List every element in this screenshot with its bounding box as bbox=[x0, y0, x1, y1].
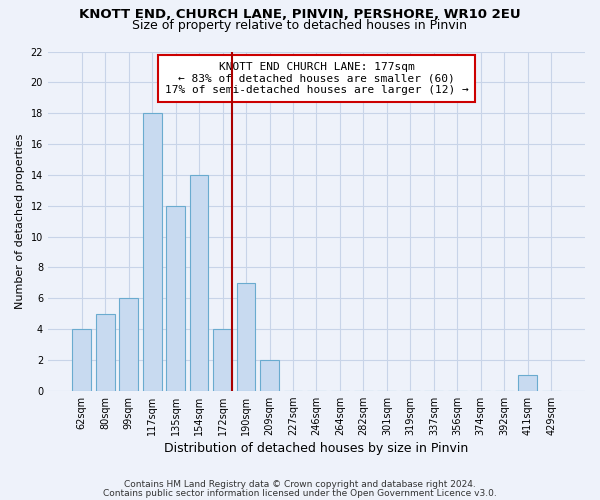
Bar bbox=[236, 283, 256, 391]
Bar bbox=[260, 360, 279, 390]
Text: Contains public sector information licensed under the Open Government Licence v3: Contains public sector information licen… bbox=[103, 488, 497, 498]
Bar bbox=[213, 329, 232, 390]
Text: KNOTT END, CHURCH LANE, PINVIN, PERSHORE, WR10 2EU: KNOTT END, CHURCH LANE, PINVIN, PERSHORE… bbox=[79, 8, 521, 20]
Y-axis label: Number of detached properties: Number of detached properties bbox=[15, 134, 25, 309]
X-axis label: Distribution of detached houses by size in Pinvin: Distribution of detached houses by size … bbox=[164, 442, 469, 455]
Text: Size of property relative to detached houses in Pinvin: Size of property relative to detached ho… bbox=[133, 18, 467, 32]
Bar bbox=[96, 314, 115, 390]
Bar bbox=[143, 113, 161, 390]
Bar bbox=[190, 175, 208, 390]
Text: Contains HM Land Registry data © Crown copyright and database right 2024.: Contains HM Land Registry data © Crown c… bbox=[124, 480, 476, 489]
Bar bbox=[119, 298, 138, 390]
Bar bbox=[166, 206, 185, 390]
Text: KNOTT END CHURCH LANE: 177sqm
← 83% of detached houses are smaller (60)
17% of s: KNOTT END CHURCH LANE: 177sqm ← 83% of d… bbox=[164, 62, 469, 95]
Bar bbox=[73, 329, 91, 390]
Bar bbox=[518, 376, 537, 390]
